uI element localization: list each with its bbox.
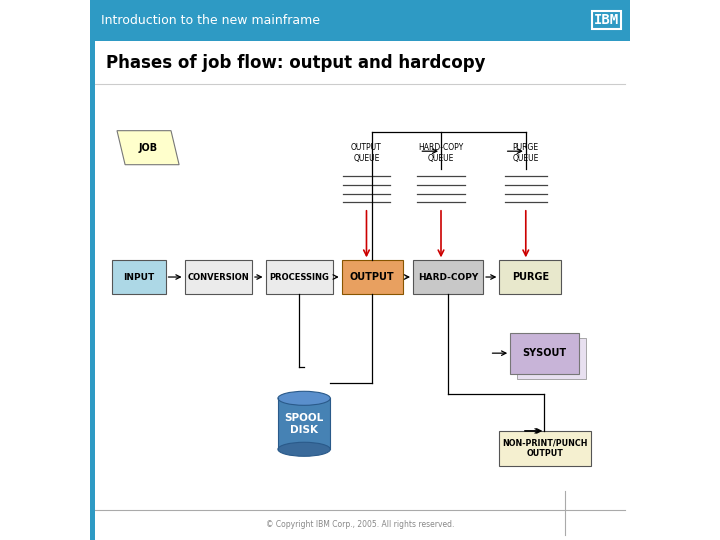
- Text: Introduction to the new mainframe: Introduction to the new mainframe: [101, 14, 320, 27]
- Text: HARD-COPY
QUEUE: HARD-COPY QUEUE: [418, 143, 464, 163]
- FancyBboxPatch shape: [413, 260, 483, 294]
- Text: SYSOUT: SYSOUT: [523, 348, 567, 358]
- FancyBboxPatch shape: [341, 260, 402, 294]
- FancyBboxPatch shape: [112, 260, 166, 294]
- Text: JOB: JOB: [138, 143, 158, 153]
- Polygon shape: [117, 131, 179, 165]
- Text: NON-PRINT/PUNCH
OUTPUT: NON-PRINT/PUNCH OUTPUT: [503, 439, 588, 458]
- Text: IBM: IBM: [594, 14, 619, 27]
- Ellipse shape: [278, 442, 330, 456]
- Text: CONVERSION: CONVERSION: [187, 273, 249, 282]
- FancyBboxPatch shape: [500, 260, 562, 294]
- Text: PURGE
QUEUE: PURGE QUEUE: [513, 143, 539, 163]
- FancyBboxPatch shape: [184, 260, 252, 294]
- FancyBboxPatch shape: [90, 0, 630, 40]
- Text: OUTPUT: OUTPUT: [350, 272, 395, 282]
- FancyBboxPatch shape: [510, 333, 579, 374]
- Text: PURGE: PURGE: [512, 272, 549, 282]
- FancyBboxPatch shape: [517, 338, 586, 379]
- FancyBboxPatch shape: [500, 431, 591, 466]
- Text: OUTPUT
QUEUE: OUTPUT QUEUE: [351, 143, 382, 163]
- Text: INPUT: INPUT: [123, 273, 154, 282]
- FancyBboxPatch shape: [90, 40, 95, 540]
- FancyBboxPatch shape: [266, 260, 333, 294]
- Ellipse shape: [278, 392, 330, 406]
- Text: HARD-COPY: HARD-COPY: [418, 273, 478, 282]
- Text: Phases of job flow: output and hardcopy: Phases of job flow: output and hardcopy: [107, 54, 486, 72]
- Text: SPOOL
DISK: SPOOL DISK: [284, 413, 324, 435]
- Text: PROCESSING: PROCESSING: [269, 273, 329, 282]
- FancyBboxPatch shape: [278, 399, 330, 449]
- Text: © Copyright IBM Corp., 2005. All rights reserved.: © Copyright IBM Corp., 2005. All rights …: [266, 521, 454, 529]
